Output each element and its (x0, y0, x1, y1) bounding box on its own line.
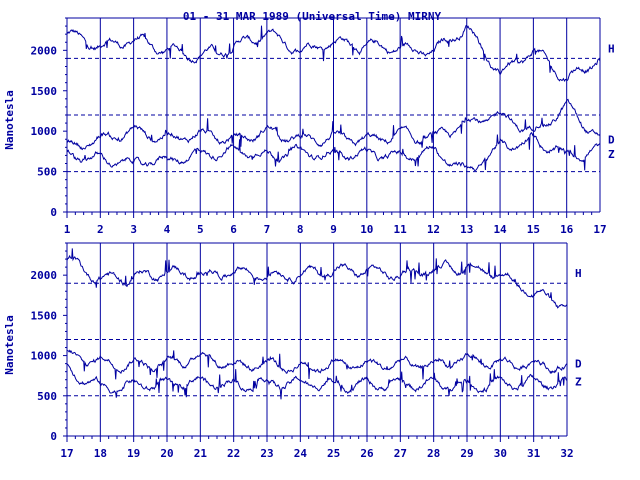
top-y-tick-label: 1000 (31, 125, 58, 138)
bottom-series-labels: H DZ (575, 267, 582, 389)
bottom-series-h-trace (66, 248, 568, 309)
top-series-label-z: Z (608, 148, 615, 161)
bottom-x-tick-label: 20 (160, 447, 173, 460)
bottom-x-tick-label: 28 (427, 447, 440, 460)
bottom-x-tick-label: 26 (360, 447, 374, 460)
bottom-y-tick-label: 1500 (31, 309, 58, 322)
bottom-series (66, 248, 568, 400)
bottom-grid (66, 242, 568, 437)
bottom-y-ticks: 0 500 1000 1500 2000 (31, 242, 67, 443)
top-x-tick-label: 16 (560, 223, 574, 236)
top-x-ticks: 1 2 3 4 5 6 7 8 9 10 11 12 13 14 15 16 17 (64, 212, 607, 236)
top-x-tick-label: 3 (130, 223, 137, 236)
bottom-x-tick-label: 31 (527, 447, 541, 460)
top-series-h-trace (66, 25, 601, 83)
top-y-tick-label: 2000 (31, 44, 58, 57)
bottom-x-tick-label: 17 (60, 447, 73, 460)
bottom-x-tick-label: 19 (127, 447, 140, 460)
top-x-tick-label: 7 (264, 223, 271, 236)
chart-title: 01 - 31 MAR 1989 (Universal Time) MIRNY (183, 10, 442, 23)
top-grid (66, 17, 601, 213)
bottom-series-z-trace (66, 363, 568, 400)
top-x-tick-label: 15 (527, 223, 540, 236)
bottom-y-tick-label: 500 (37, 390, 57, 403)
bottom-x-ticks: 17 18 19 20 21 22 23 24 25 26 27 28 29 30 31 32 (60, 436, 574, 460)
bottom-x-tick-label: 18 (94, 447, 107, 460)
top-x-tick-label: 2 (97, 223, 104, 236)
top-series-labels: H DZ (608, 43, 615, 161)
bottom-x-tick-label: 25 (327, 447, 340, 460)
top-x-tick-label: 14 (493, 223, 507, 236)
top-x-tick-label: 1 (64, 223, 71, 236)
bottom-series-label-d: D (575, 358, 582, 371)
top-x-tick-label: 12 (427, 223, 440, 236)
top-y-ticks: 0 500 1000 1500 2000 (31, 17, 67, 219)
bottom-series-label-z: Z (575, 375, 582, 388)
bottom-y-tick-label: 0 (50, 430, 57, 443)
bottom-y-tick-label: 2000 (31, 269, 58, 282)
top-x-tick-label: 13 (460, 223, 473, 236)
top-series-label-h: H (608, 43, 615, 56)
bottom-x-tick-label: 30 (494, 447, 507, 460)
bottom-x-tick-label: 29 (460, 447, 473, 460)
top-series-z-trace (66, 131, 601, 172)
bottom-y-axis-label: Nanotesla (3, 315, 16, 375)
bottom-x-tick-label: 24 (294, 447, 308, 460)
top-y-tick-label: 1500 (31, 85, 58, 98)
top-series-d-trace (66, 98, 601, 151)
bottom-x-tick-label: 23 (260, 447, 273, 460)
bottom-y-tick-label: 1000 (31, 350, 58, 363)
top-x-tick-label: 6 (230, 223, 237, 236)
bottom-series-label-h: H (575, 267, 582, 280)
top-x-tick-label: 10 (360, 223, 373, 236)
bottom-x-tick-label: 21 (194, 447, 208, 460)
top-x-tick-label: 4 (164, 223, 171, 236)
top-x-tick-label: 5 (197, 223, 204, 236)
bottom-panel: Nanotesla 0 500 1000 1500 2000 17 18 19 20 21 22 2… (3, 242, 582, 460)
top-y-tick-label: 500 (37, 166, 57, 179)
top-x-tick-label: 11 (394, 223, 408, 236)
top-x-tick-label: 8 (297, 223, 304, 236)
bottom-series-d-trace (66, 349, 568, 380)
top-x-tick-label: 9 (330, 223, 337, 236)
top-y-axis-label: Nanotesla (3, 90, 16, 150)
top-x-tick-label: 17 (593, 223, 606, 236)
bottom-x-tick-label: 27 (394, 447, 407, 460)
bottom-x-tick-label: 32 (560, 447, 573, 460)
top-series (66, 25, 601, 172)
bottom-x-tick-label: 22 (227, 447, 240, 460)
top-y-tick-label: 0 (50, 206, 57, 219)
top-series-label-d: D (608, 133, 615, 146)
